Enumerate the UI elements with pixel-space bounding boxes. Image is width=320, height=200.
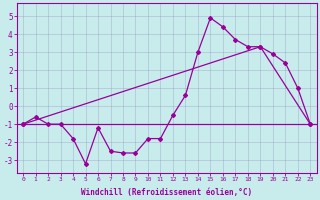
X-axis label: Windchill (Refroidissement éolien,°C): Windchill (Refroidissement éolien,°C) — [81, 188, 252, 197]
